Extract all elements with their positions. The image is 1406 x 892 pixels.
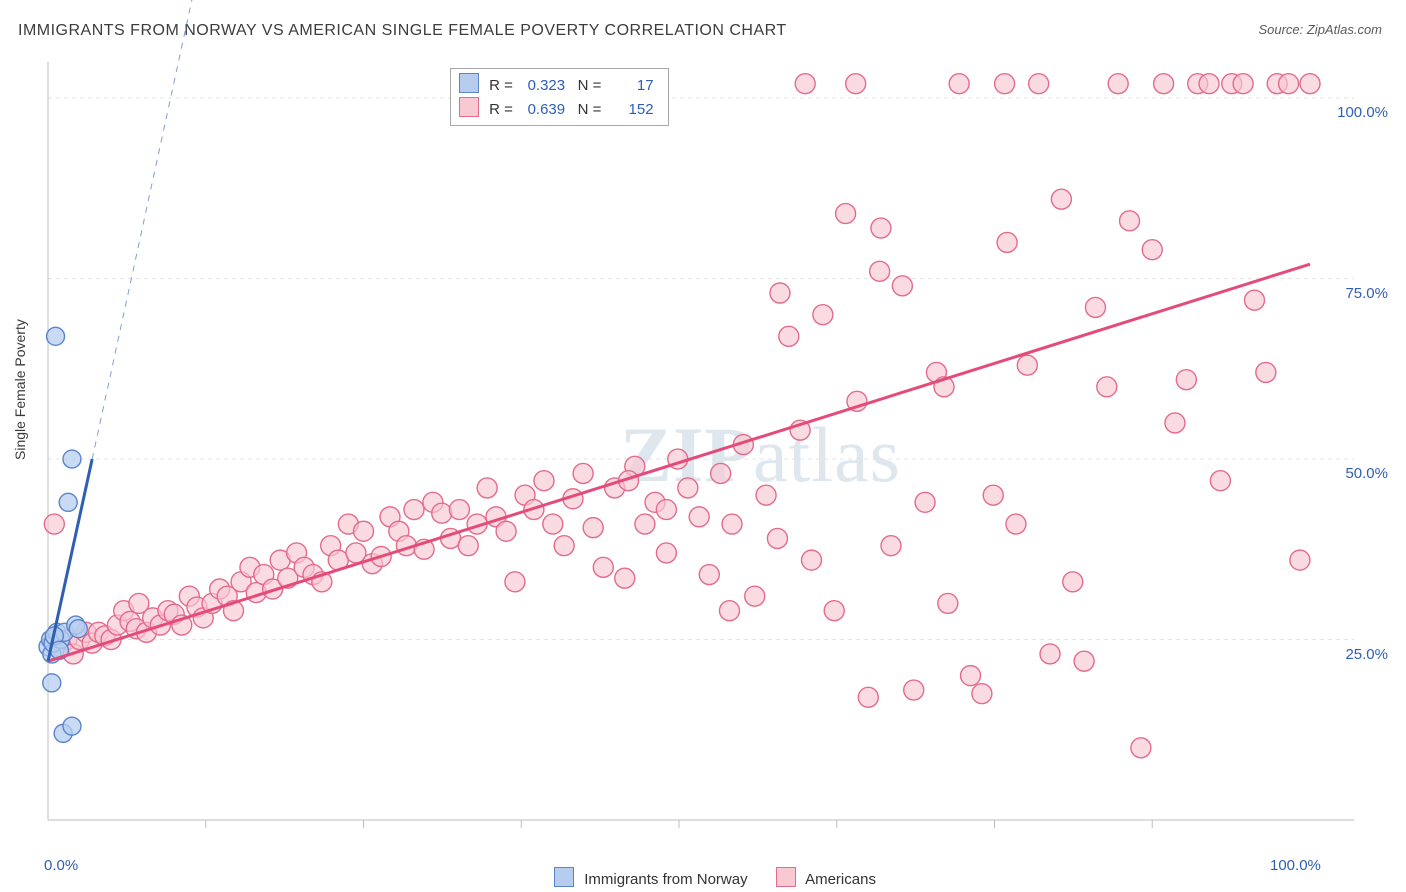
x-tick: 100.0%	[1270, 857, 1321, 874]
y-tick: 25.0%	[1345, 646, 1388, 663]
scatter-plot	[0, 0, 1406, 892]
chart-container: { "title":"IMMIGRANTS FROM NORWAY VS AME…	[0, 0, 1406, 892]
stats-row-s2: R = 0.639 N = 152	[459, 97, 654, 121]
x-tick: 0.0%	[44, 857, 78, 874]
swatch-s2	[459, 97, 479, 117]
stats-box: R = 0.323 N = 17 R = 0.639 N = 152	[450, 68, 669, 126]
y-tick: 50.0%	[1345, 465, 1388, 482]
legend-label-s1: Immigrants from Norway	[584, 871, 747, 888]
y-tick: 100.0%	[1337, 104, 1388, 121]
stats-row-s1: R = 0.323 N = 17	[459, 73, 654, 97]
y-tick: 75.0%	[1345, 285, 1388, 302]
legend-swatch-s2	[776, 867, 796, 887]
legend-swatch-s1	[554, 867, 574, 887]
x-legend: Immigrants from Norway Americans	[0, 867, 1406, 888]
swatch-s1	[459, 73, 479, 93]
legend-label-s2: Americans	[805, 871, 876, 888]
